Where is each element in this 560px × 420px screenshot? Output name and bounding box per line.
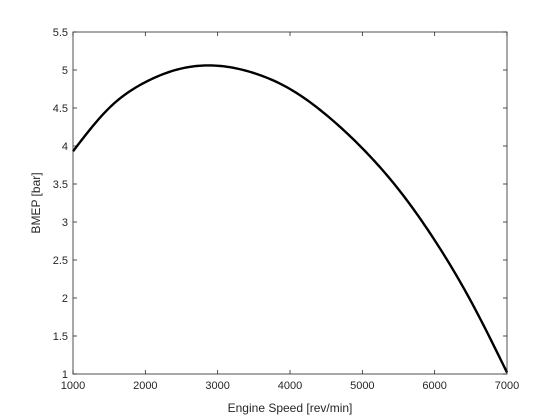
y-tick-label: 5.5 bbox=[53, 27, 68, 39]
x-tick-label: 2000 bbox=[133, 380, 157, 392]
y-tick-label: 3.5 bbox=[53, 179, 68, 191]
y-tick-label: 4 bbox=[62, 141, 68, 153]
x-tick-label: 6000 bbox=[422, 380, 446, 392]
x-tick-label: 1000 bbox=[61, 380, 85, 392]
x-tick-label: 3000 bbox=[205, 380, 229, 392]
plot-background bbox=[73, 32, 507, 374]
x-tick-label: 4000 bbox=[278, 380, 302, 392]
series-layer bbox=[72, 64, 509, 374]
y-tick-label: 4.5 bbox=[53, 103, 68, 115]
x-axis-label: Engine Speed [rev/min] bbox=[228, 401, 353, 415]
y-tick-label: 1.5 bbox=[53, 331, 68, 343]
plot-frame bbox=[72, 31, 508, 375]
series-line bbox=[72, 64, 509, 374]
y-axis-ticks: 1 1.5 2 2.5 3 3.5 4 4.5 5 5.5 bbox=[53, 27, 507, 381]
x-tick-label: 7000 bbox=[495, 380, 519, 392]
y-axis-label: BMEP [bar] bbox=[29, 172, 43, 233]
y-tick-label: 1 bbox=[62, 369, 68, 381]
y-tick-label: 5 bbox=[62, 65, 68, 77]
y-tick-label: 2 bbox=[62, 293, 68, 305]
y-tick-label: 3 bbox=[62, 217, 68, 229]
y-tick-label: 2.5 bbox=[53, 255, 68, 267]
x-tick-label: 5000 bbox=[350, 380, 374, 392]
